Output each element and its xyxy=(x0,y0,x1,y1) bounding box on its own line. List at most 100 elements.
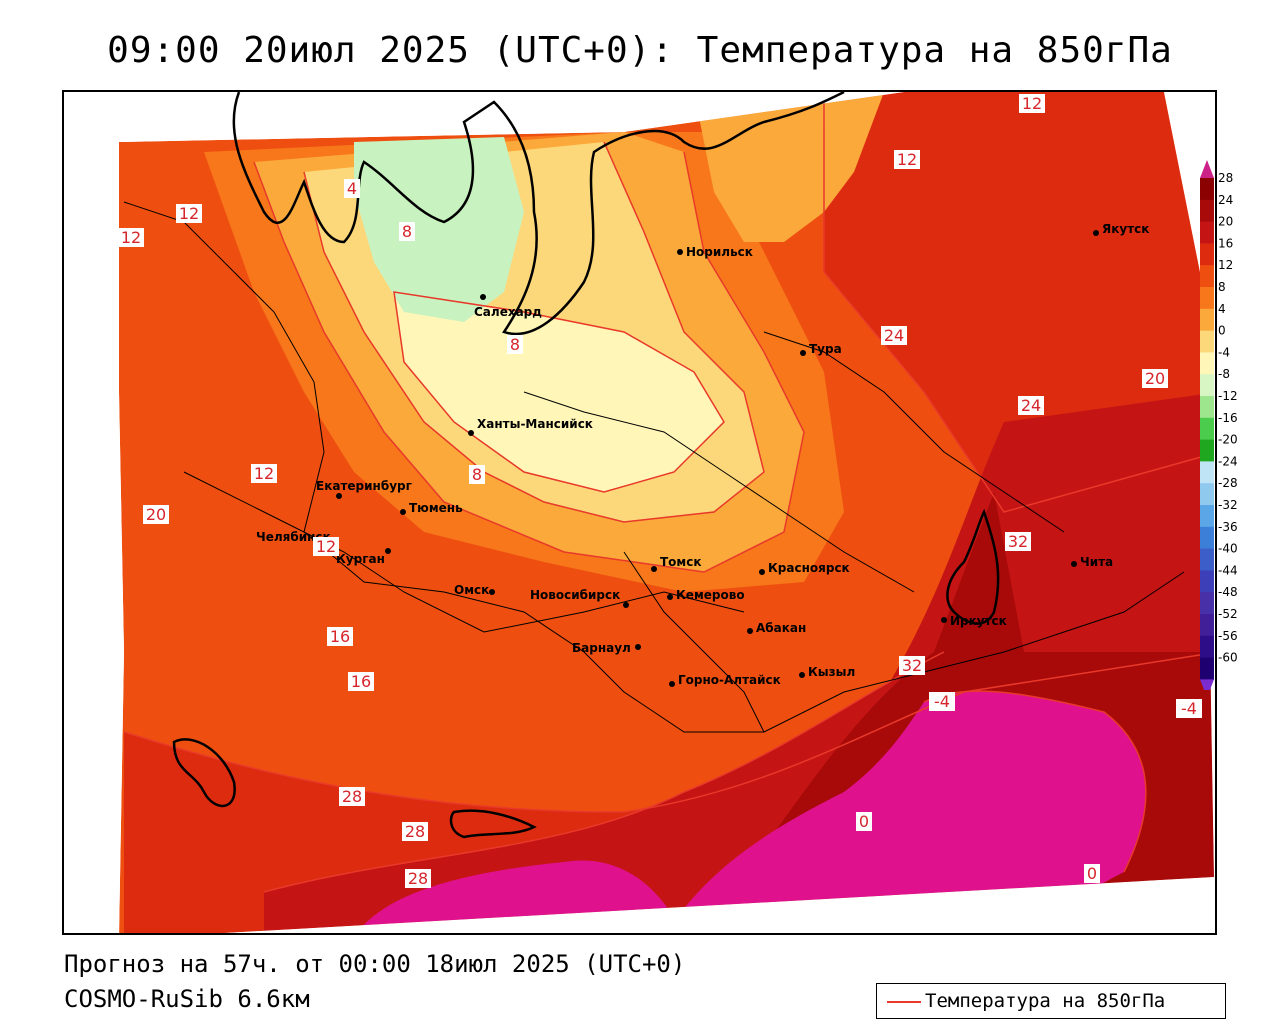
city-omsk[interactable]: Омск xyxy=(454,583,495,597)
city-irkutsk[interactable]: Иркутск xyxy=(941,614,1007,628)
city-label: Новосибирск xyxy=(530,588,620,602)
contour-label-bg xyxy=(339,787,365,806)
legend-label: Температура на 850гПа xyxy=(925,990,1166,1012)
colorbar-tick-label: -60 xyxy=(1218,651,1238,665)
city-kemerovo[interactable]: Кемерово xyxy=(667,588,745,602)
contour-label-bg xyxy=(1142,369,1168,388)
contour-label: 16 xyxy=(330,627,350,646)
contour-label: 12 xyxy=(897,150,917,169)
colorbar-tick-label: 24 xyxy=(1218,193,1233,207)
city-novosibirsk[interactable]: Новосибирск xyxy=(530,588,629,608)
contour-label-bg xyxy=(313,537,339,556)
contour-label-bg xyxy=(402,822,428,841)
contour-label-bg xyxy=(348,672,374,691)
colorbar-tick-label: -12 xyxy=(1218,389,1238,403)
city-label: Красноярск xyxy=(768,561,850,575)
city-yakutsk[interactable]: Якутск xyxy=(1093,222,1149,236)
city-tomsk[interactable]: Томск xyxy=(651,555,702,572)
city-label: Ханты-Мансийск xyxy=(477,417,593,431)
contour-label-bg xyxy=(929,692,955,711)
city-label: Кызыл xyxy=(808,665,855,679)
city-label: Горно-Алтайск xyxy=(678,673,781,687)
colorbar-tick-label: -32 xyxy=(1218,498,1238,512)
contour-label-bg xyxy=(899,656,925,675)
city-label: Тюмень xyxy=(409,501,463,515)
contour-label: 28 xyxy=(405,822,425,841)
contour-label: 4 xyxy=(347,179,357,198)
city-gorno-altaysk[interactable]: Горно-Алтайск xyxy=(669,673,781,687)
coastlines xyxy=(123,92,1185,839)
city-tura[interactable]: Тура xyxy=(800,342,842,356)
city-kyzyl[interactable]: Кызыл xyxy=(799,665,855,679)
contour-label: 32 xyxy=(1008,532,1028,551)
colorbar-tick-label: 20 xyxy=(1218,215,1233,229)
colorbar-swatch xyxy=(1200,505,1214,528)
city-label: Барнаул xyxy=(572,641,631,655)
colorbar-tick-label: -48 xyxy=(1218,585,1238,599)
city-salekhard[interactable]: Салехард xyxy=(474,294,542,319)
colorbar-swatch xyxy=(1200,526,1214,550)
colorbar-tick-label: -44 xyxy=(1218,563,1238,577)
colorbar-tick-label: -36 xyxy=(1218,520,1238,534)
contour-label-bg xyxy=(469,465,485,484)
city-barnaul[interactable]: Барнаул xyxy=(572,641,641,655)
legend: Температура на 850гПа xyxy=(876,983,1226,1019)
colorbar-swatch xyxy=(1200,308,1214,332)
contour-lines xyxy=(123,92,1214,893)
colorbar-bottom-arrow xyxy=(1200,679,1214,690)
contour-label-bg xyxy=(251,464,277,483)
temperature-colorbar: 28 24 20 16 12 8 4 0 -4 -8 -12 -16 -20 -24 -28 -32 -36 -4… xyxy=(1200,160,1238,690)
colorbar-swatch xyxy=(1200,396,1214,419)
temp-field-minus4-north xyxy=(354,137,524,322)
colorbar-tick-label: 12 xyxy=(1218,258,1233,272)
colorbar-swatch xyxy=(1200,635,1214,659)
contour-label-layer: 12 12 12 12 12 12 16 16 20 20 24 24 28 28 28 32 32 -4 -4 0 0… xyxy=(118,94,1202,888)
contour-label: 12 xyxy=(316,537,336,556)
city-abakan[interactable]: Абакан xyxy=(747,621,806,635)
city-label: Норильск xyxy=(686,245,753,259)
city-kurgan[interactable]: Курган xyxy=(336,548,391,566)
contour-label-bg xyxy=(327,627,353,646)
model-name: COSMO-RuSib 6.6км xyxy=(64,985,310,1013)
contour-label: 20 xyxy=(146,505,166,524)
colorbar-swatch xyxy=(1200,614,1214,637)
contour-label: 28 xyxy=(408,869,428,888)
legend-line-swatch xyxy=(887,1001,921,1003)
city-label: Челябинск xyxy=(256,530,331,544)
contour-label: 0 xyxy=(1087,864,1097,883)
contour-label-bg xyxy=(344,179,360,198)
contour-label-bg xyxy=(176,204,202,223)
city-khanty-mansiysk[interactable]: Ханты-Мансийск xyxy=(468,417,593,436)
city-norilsk[interactable]: Норильск xyxy=(677,245,753,259)
city-ekaterinburg[interactable]: Екатеринбург xyxy=(316,479,412,499)
colorbar-tick-label: -40 xyxy=(1218,542,1238,556)
contour-label: 24 xyxy=(1021,396,1041,415)
colorbar-swatch xyxy=(1200,221,1214,244)
city-label: Тура xyxy=(809,342,842,356)
map-canvas: Норильск Якутск Салехард Тура Ханты-Манс… xyxy=(64,92,1215,933)
contour-label-bg xyxy=(1005,532,1031,551)
contour-label: 12 xyxy=(254,464,274,483)
colorbar-tick-label: -56 xyxy=(1218,629,1238,643)
city-label: Салехард xyxy=(474,305,542,319)
colorbar-tick-label: -8 xyxy=(1218,367,1230,381)
colorbar-tick-label: 8 xyxy=(1218,280,1226,294)
contour-label: 8 xyxy=(472,465,482,484)
city-label: Абакан xyxy=(756,621,806,635)
colorbar-swatch xyxy=(1200,461,1214,484)
city-label: Кемерово xyxy=(676,588,745,602)
colorbar-tick-label: -52 xyxy=(1218,607,1238,621)
city-label: Чита xyxy=(1080,555,1113,569)
city-chita[interactable]: Чита xyxy=(1071,555,1113,569)
contour-label-bg xyxy=(399,222,415,241)
city-krasnoyarsk[interactable]: Красноярск xyxy=(759,561,850,575)
contour-label: 0 xyxy=(859,812,869,831)
city-label: Екатеринбург xyxy=(316,479,412,493)
temperature-map[interactable]: Норильск Якутск Салехард Тура Ханты-Манс… xyxy=(62,90,1217,935)
contour-label-bg xyxy=(507,335,523,354)
colorbar-tick-label: -16 xyxy=(1218,411,1238,425)
city-tyumen[interactable]: Тюмень xyxy=(400,501,463,515)
colorbar-swatch xyxy=(1200,243,1214,266)
contour-label-bg xyxy=(856,812,872,831)
contour-label-bg xyxy=(1084,864,1100,883)
